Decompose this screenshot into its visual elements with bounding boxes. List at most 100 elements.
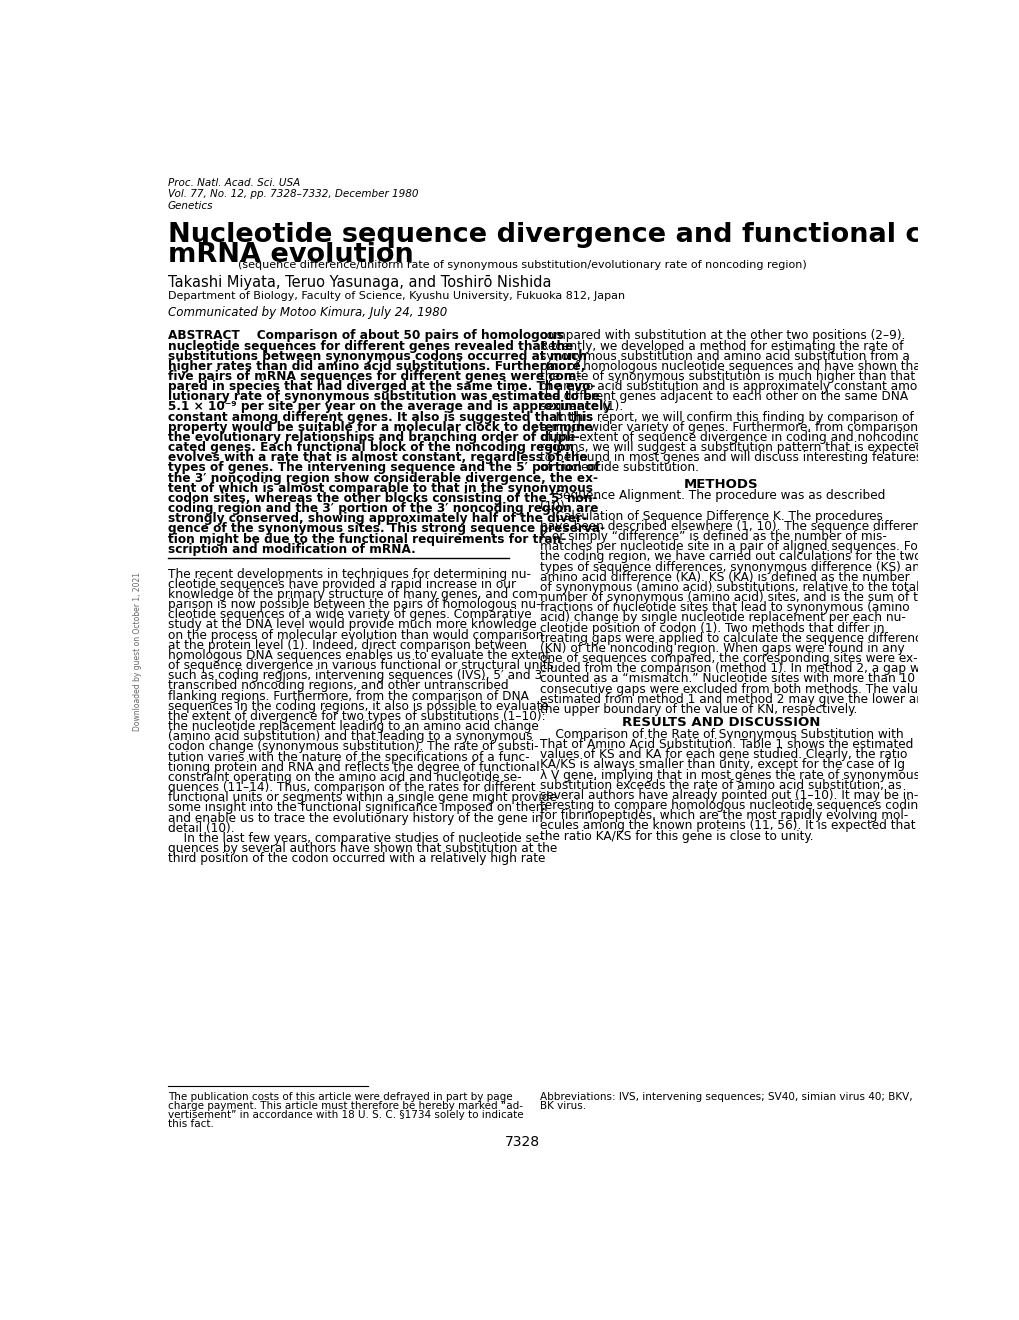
Text: amino acid difference (KA). KS (KA) is defined as the number: amino acid difference (KA). KS (KA) is d… [539,570,909,583]
Text: synonymous substitution and amino acid substitution from a: synonymous substitution and amino acid s… [539,350,909,363]
Text: quences by several authors have shown that substitution at the: quences by several authors have shown th… [168,842,556,855]
Text: quences (11–14). Thus, comparison of the rates for different: quences (11–14). Thus, comparison of the… [168,781,535,795]
Text: a much wider variety of genes. Furthermore, from comparison: a much wider variety of genes. Furthermo… [539,421,917,434]
Text: In the last few years, comparative studies of nucleotide se-: In the last few years, comparative studi… [168,832,543,845]
Text: types of genes. The intervening sequence and the 5′ portion of: types of genes. The intervening sequence… [168,462,599,474]
Text: constant among different genes. It also is suggested that this: constant among different genes. It also … [168,411,592,424]
Text: treating gaps were applied to calculate the sequence difference: treating gaps were applied to calculate … [539,632,928,644]
Text: substitutions between synonymous codons occurred at much: substitutions between synonymous codons … [168,350,586,363]
Text: tion might be due to the functional requirements for tran-: tion might be due to the functional requ… [168,533,566,545]
Text: KA/KS is always smaller than unity, except for the case of Ig: KA/KS is always smaller than unity, exce… [539,759,904,771]
Text: the rate of synonymous substitution is much higher than that: the rate of synonymous substitution is m… [539,370,914,383]
Text: the evolutionary relationships and branching order of dupli-: the evolutionary relationships and branc… [168,432,579,444]
Text: Comparison of the Rate of Synonymous Substitution with: Comparison of the Rate of Synonymous Sub… [539,727,903,741]
Text: of synonymous (amino acid) substitutions, relative to the total: of synonymous (amino acid) substitutions… [539,581,918,594]
Text: Nucleotide sequence divergence and functional constraint in: Nucleotide sequence divergence and funct… [168,222,1019,248]
Text: K or simply “difference” is defined as the number of mis-: K or simply “difference” is defined as t… [539,531,886,543]
Text: mRNA evolution: mRNA evolution [168,242,413,268]
Text: to be found in most genes and will discuss interesting features: to be found in most genes and will discu… [539,451,921,465]
Text: have been described elsewhere (1, 10). The sequence difference: have been described elsewhere (1, 10). T… [539,520,933,533]
Text: third position of the codon occurred with a relatively high rate: third position of the codon occurred wit… [168,853,544,865]
Text: λ V gene, implying that in most genes the rate of synonymous: λ V gene, implying that in most genes th… [539,768,919,781]
Text: study at the DNA level would provide much more knowledge: study at the DNA level would provide muc… [168,618,536,631]
Text: on the process of molecular evolution than would comparison: on the process of molecular evolution th… [168,628,543,642]
Text: ecules among the known proteins (11, 56). It is expected that: ecules among the known proteins (11, 56)… [539,820,914,833]
Text: pair of homologous nucleotide sequences and have shown that: pair of homologous nucleotide sequences … [539,360,924,372]
Text: of the extent of sequence divergence in coding and noncoding: of the extent of sequence divergence in … [539,432,920,444]
Text: pared in species that had diverged at the same time. The evo-: pared in species that had diverged at th… [168,380,595,393]
Text: codon change (synonymous substitution). The rate of substi-: codon change (synonymous substitution). … [168,741,538,754]
Text: for fibrinopeptides, which are the most rapidly evolving mol-: for fibrinopeptides, which are the most … [539,809,907,822]
Text: RESULTS AND DISCUSSION: RESULTS AND DISCUSSION [622,717,819,729]
Text: Takashi Miyata, Teruo Yasunaga, and Toshirō Nishida: Takashi Miyata, Teruo Yasunaga, and Tosh… [168,276,550,290]
Text: Department of Biology, Faculty of Science, Kyushu University, Fukuoka 812, Japan: Department of Biology, Faculty of Scienc… [168,290,625,301]
Text: Recently, we developed a method for estimating the rate of: Recently, we developed a method for esti… [539,339,903,352]
Text: of nucleotide substitution.: of nucleotide substitution. [539,462,698,474]
Text: knowledge of the primary structure of many genes, and com-: knowledge of the primary structure of ma… [168,587,542,601]
Text: at the protein level (1). Indeed, direct comparison between: at the protein level (1). Indeed, direct… [168,639,526,652]
Text: values of KS and KA for each gene studied. Clearly, the ratio: values of KS and KA for each gene studie… [539,748,906,762]
Text: of sequence divergence in various functional or structural units: of sequence divergence in various functi… [168,659,553,672]
Text: regions, we will suggest a substitution pattern that is expected: regions, we will suggest a substitution … [539,441,922,454]
Text: fractions of nucleotide sites that lead to synonymous (amino: fractions of nucleotide sites that lead … [539,602,909,614]
Text: flanking regions. Furthermore, from the comparison of DNA: flanking regions. Furthermore, from the … [168,689,528,702]
Text: charge payment. This article must therefore be hereby marked “ad-: charge payment. This article must theref… [168,1101,523,1111]
Text: the coding region, we have carried out calculations for the two: the coding region, we have carried out c… [539,550,920,564]
Text: the ratio KA/KS for this gene is close to unity.: the ratio KA/KS for this gene is close t… [539,829,812,842]
Text: types of sequence differences, synonymous difference (KS) and: types of sequence differences, synonymou… [539,561,926,574]
Text: cleotide sequences have provided a rapid increase in our: cleotide sequences have provided a rapid… [168,578,516,591]
Text: strongly conserved, showing approximately half of the diver-: strongly conserved, showing approximatel… [168,512,586,525]
Text: this fact.: this fact. [168,1119,213,1129]
Text: cleotide sequences of a wide variety of genes. Comparative: cleotide sequences of a wide variety of … [168,609,531,622]
Text: METHODS: METHODS [683,478,758,491]
Text: (amino acid substitution) and that leading to a synonymous: (amino acid substitution) and that leadi… [168,730,532,743]
Text: some insight into the functional significance imposed on them: some insight into the functional signifi… [168,801,547,814]
Text: In this report, we will confirm this finding by comparison of: In this report, we will confirm this fin… [539,411,913,424]
Text: acid) change by single nucleotide replacement per each nu-: acid) change by single nucleotide replac… [539,611,905,624]
Text: compared with substitution at the other two positions (2–9).: compared with substitution at the other … [539,330,904,342]
Text: the nucleotide replacement leading to an amino acid change: the nucleotide replacement leading to an… [168,719,538,733]
Text: teresting to compare homologous nucleotide sequences coding: teresting to compare homologous nucleoti… [539,799,925,812]
Text: BK virus.: BK virus. [539,1101,585,1111]
Text: counted as a “mismatch.” Nucleotide sites with more than 10: counted as a “mismatch.” Nucleotide site… [539,672,914,685]
Text: detail (10).: detail (10). [168,821,234,834]
Text: tution varies with the nature of the specifications of a func-: tution varies with the nature of the spe… [168,751,529,763]
Text: 5.1 × 10⁻⁹ per site per year on the average and is approximately: 5.1 × 10⁻⁹ per site per year on the aver… [168,400,610,413]
Text: sequences in the coding regions, it also is possible to evaluate: sequences in the coding regions, it also… [168,700,548,713]
Text: The publication costs of this article were defrayed in part by page: The publication costs of this article we… [168,1093,512,1102]
Text: (sequence difference/uniform rate of synonymous substitution/evolutionary rate o: (sequence difference/uniform rate of syn… [238,260,806,271]
Text: estimated from method 1 and method 2 may give the lower and: estimated from method 1 and method 2 may… [539,693,930,706]
Text: vertisement” in accordance with 18 U. S. C. §1734 solely to indicate: vertisement” in accordance with 18 U. S.… [168,1110,523,1121]
Text: cleotide position of codon (1). Two methods that differ in: cleotide position of codon (1). Two meth… [539,622,883,635]
Text: The recent developments in techniques for determining nu-: The recent developments in techniques fo… [168,568,530,581]
Text: several authors have already pointed out (1–10). It may be in-: several authors have already pointed out… [539,789,917,801]
Text: evolves with a rate that is almost constant, regardless of the: evolves with a rate that is almost const… [168,451,587,465]
Text: cluded from the comparison (method 1). In method 2, a gap was: cluded from the comparison (method 1). I… [539,663,932,676]
Text: consecutive gaps were excluded from both methods. The values: consecutive gaps were excluded from both… [539,682,930,696]
Text: such as coding regions, intervening sequences (IVS), 5′ and 3′: such as coding regions, intervening sequ… [168,669,544,682]
Text: Sequence Alignment. The procedure was as described: Sequence Alignment. The procedure was as… [539,490,884,503]
Text: gence of the synonymous sites. This strong sequence preserva-: gence of the synonymous sites. This stro… [168,523,604,536]
Text: coding region and the 3′ portion of the 3′ noncoding region are: coding region and the 3′ portion of the … [168,502,598,515]
Text: matches per nucleotide site in a pair of aligned sequences. For: matches per nucleotide site in a pair of… [539,540,921,553]
Text: five pairs of mRNA sequences for different genes were com-: five pairs of mRNA sequences for differe… [168,370,581,383]
Text: Genetics: Genetics [168,201,213,211]
Text: higher rates than did amino acid substitutions. Furthermore,: higher rates than did amino acid substit… [168,360,585,372]
Text: codon sites, whereas the other blocks consisting of the 5′ non-: codon sites, whereas the other blocks co… [168,492,597,506]
Text: Vol. 77, No. 12, pp. 7328–7332, December 1980: Vol. 77, No. 12, pp. 7328–7332, December… [168,189,418,199]
Text: of amino acid substitution and is approximately constant among: of amino acid substitution and is approx… [539,380,931,393]
Text: homologous DNA sequences enables us to evaluate the extent: homologous DNA sequences enables us to e… [168,649,549,661]
Text: tioning protein and RNA and reflects the degree of functional: tioning protein and RNA and reflects the… [168,760,539,774]
Text: tent of which is almost comparable to that in the synonymous: tent of which is almost comparable to th… [168,482,592,495]
Text: cated genes. Each functional block of the noncoding region: cated genes. Each functional block of th… [168,441,574,454]
Text: Abbreviations: IVS, intervening sequences; SV40, simian virus 40; BKV,: Abbreviations: IVS, intervening sequence… [539,1093,912,1102]
Text: Downloaded by guest on October 1, 2021: Downloaded by guest on October 1, 2021 [132,572,142,731]
Text: lutionary rate of synonymous substitution was estimated to be: lutionary rate of synonymous substitutio… [168,391,599,404]
Text: functional units or segments within a single gene might provide: functional units or segments within a si… [168,791,556,804]
Text: transcribed noncoding regions, and other untranscribed: transcribed noncoding regions, and other… [168,680,507,693]
Text: scription and modification of mRNA.: scription and modification of mRNA. [168,543,415,556]
Text: the different genes adjacent to each other on the same DNA: the different genes adjacent to each oth… [539,391,907,404]
Text: parison is now possible between the pairs of homologous nu-: parison is now possible between the pair… [168,598,540,611]
Text: constraint operating on the amino acid and nucleotide se-: constraint operating on the amino acid a… [168,771,521,784]
Text: Calculation of Sequence Difference K. The procedures: Calculation of Sequence Difference K. Th… [539,510,881,523]
